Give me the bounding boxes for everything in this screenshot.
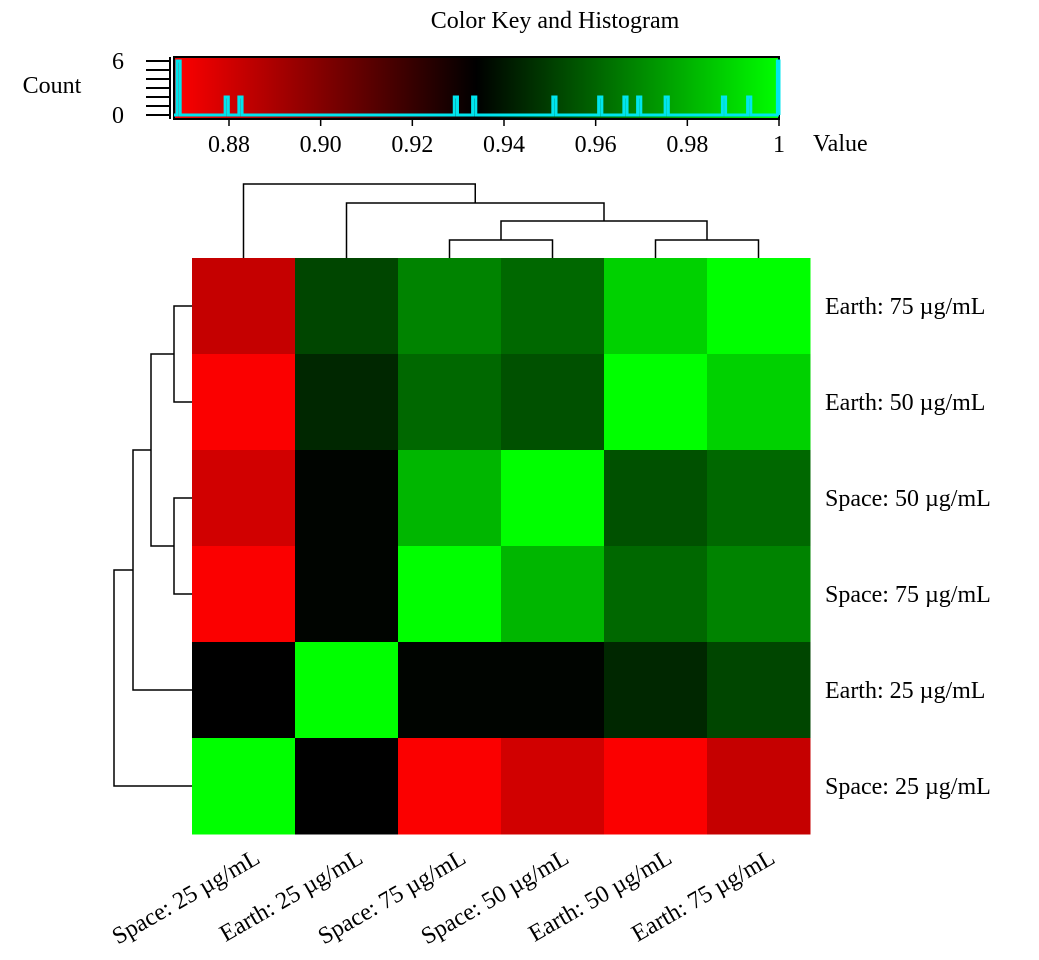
heatmap-cell — [501, 450, 605, 547]
dendrogram-branch — [173, 305, 192, 403]
heatmap-cell — [707, 258, 811, 355]
dendrogram-branch — [500, 220, 708, 240]
heatmap-cell — [604, 450, 708, 547]
dendrogram-branch — [173, 497, 192, 595]
histogram-line — [174, 59, 781, 117]
color-key-title: Color Key and Histogram — [431, 8, 680, 34]
heatmap-cell — [398, 546, 502, 643]
heatmap-cell — [398, 738, 502, 835]
heatmap-cell — [604, 738, 708, 835]
row-label: Space: 25 µg/mL — [825, 774, 991, 800]
heatmap-cell — [707, 642, 811, 739]
heatmap-cell — [295, 450, 399, 547]
row-label: Earth: 50 µg/mL — [825, 390, 985, 416]
row-dendrogram — [113, 305, 192, 787]
heatmap-cell — [295, 354, 399, 451]
heatmap-cell — [295, 546, 399, 643]
heatmap-cell — [295, 258, 399, 355]
heatmap-cell — [707, 738, 811, 835]
value-tick-label: 0.92 — [391, 132, 433, 158]
heatmap-cell — [398, 450, 502, 547]
row-label: Space: 75 µg/mL — [825, 582, 991, 608]
heatmap-cell — [501, 546, 605, 643]
count-tick-label: 6 — [112, 49, 124, 75]
heatmap-cell — [295, 642, 399, 739]
heatmap-cell — [707, 354, 811, 451]
heatmap-cell — [501, 738, 605, 835]
column-dendrogram — [242, 183, 760, 258]
heatmap-cell — [604, 258, 708, 355]
dendrogram-branch — [654, 239, 760, 258]
heatmap-cell — [604, 354, 708, 451]
value-tick-label: 0.94 — [483, 132, 525, 158]
value-tick-label: 1 — [773, 132, 785, 158]
color-key-xlabel: Value — [813, 131, 868, 157]
value-tick-label: 0.90 — [300, 132, 342, 158]
dendrogram-branch — [345, 202, 605, 258]
heatmap-cell — [501, 354, 605, 451]
count-tick-label: 0 — [112, 103, 124, 129]
dendrogram-branch — [448, 239, 554, 258]
heatmap-cell — [501, 258, 605, 355]
value-tick-label: 0.98 — [666, 132, 708, 158]
dendrogram-branch — [132, 449, 192, 691]
heatmap-cell — [707, 450, 811, 547]
heatmap-cell — [295, 738, 399, 835]
row-label: Earth: 75 µg/mL — [825, 294, 985, 320]
heatmap-cell — [501, 642, 605, 739]
color-key-ylabel: Count — [23, 73, 82, 99]
heatmap-cell — [192, 738, 296, 835]
dendrogram-branch — [113, 569, 192, 787]
value-tick-label: 0.88 — [208, 132, 250, 158]
value-tick-label: 0.96 — [575, 132, 617, 158]
dendrogram-branch — [242, 183, 476, 258]
heatmap-cell — [398, 258, 502, 355]
heatmap-cell — [192, 450, 296, 547]
row-label: Space: 50 µg/mL — [825, 486, 991, 512]
heatmap-cell — [604, 546, 708, 643]
heatmap-cell — [192, 642, 296, 739]
heatmap-cell — [192, 258, 296, 355]
heatmap-cell — [398, 642, 502, 739]
row-label: Earth: 25 µg/mL — [825, 678, 985, 704]
heatmap-cell — [604, 642, 708, 739]
heatmap-cell — [192, 546, 296, 643]
dendrogram-branch — [150, 353, 174, 547]
heatmap-cell — [707, 546, 811, 643]
heatmap-cell — [192, 354, 296, 451]
heatmap-cell — [398, 354, 502, 451]
